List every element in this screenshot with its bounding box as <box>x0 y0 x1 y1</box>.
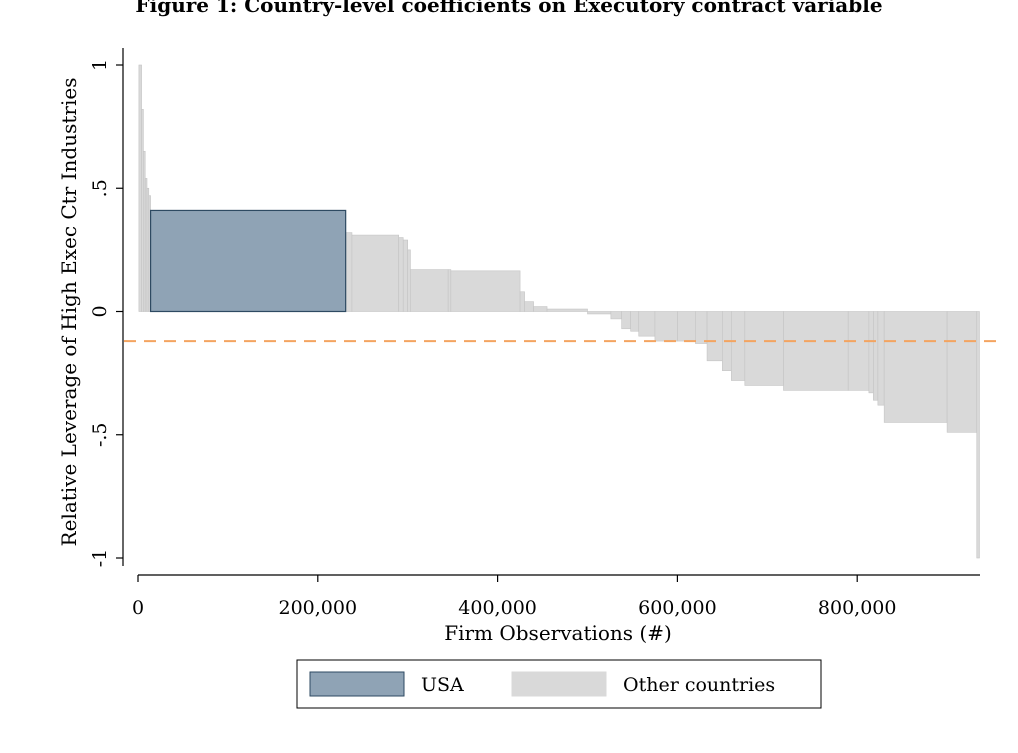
y-tick-label: 0 <box>89 305 111 317</box>
x-tick-label: 600,000 <box>638 597 717 619</box>
other-country-bar-6 <box>345 232 353 312</box>
other-country-bar-37 <box>976 311 980 559</box>
legend-other-label: Other countries <box>623 674 775 696</box>
legend-usa-swatch <box>309 671 405 697</box>
other-country-bar-11 <box>410 269 449 312</box>
y-tick-label: .5 <box>89 179 111 197</box>
other-country-bar-15 <box>524 301 534 312</box>
other-country-bar-34 <box>877 311 885 406</box>
y-tick-label: 1 <box>89 59 111 71</box>
other-country-bar-14 <box>519 291 525 312</box>
other-country-bar-30 <box>783 311 849 391</box>
other-country-bar-9 <box>402 239 408 312</box>
other-country-bar-33 <box>873 311 879 401</box>
other-country-bar-16 <box>533 306 548 312</box>
other-country-bar-13 <box>450 270 521 312</box>
legend-usa-label: USA <box>421 674 464 696</box>
other-country-bar-12 <box>447 269 452 312</box>
other-country-bar-25 <box>695 311 708 344</box>
other-country-bar-29 <box>744 311 784 386</box>
other-country-bar-23 <box>654 311 678 342</box>
other-country-bar-31 <box>847 311 870 391</box>
other-country-bar-36 <box>946 311 978 433</box>
y-ticks: 1 .5 0 -.5 -1 <box>89 59 123 567</box>
legend: USA Other countries <box>296 659 822 709</box>
other-countries-bars <box>138 64 980 559</box>
axes <box>122 48 980 576</box>
other-country-bar-28 <box>731 311 746 381</box>
y-tick-label: -.5 <box>89 422 111 447</box>
x-tick-label: 800,000 <box>818 597 897 619</box>
other-country-bar-18 <box>587 311 612 315</box>
y-axis-label: Relative Leverage of High Exec Ctr Indus… <box>57 78 81 547</box>
other-country-bar-19 <box>610 311 622 320</box>
other-country-bar-7 <box>351 234 400 312</box>
other-country-bar-32 <box>868 311 874 394</box>
other-country-bar-20 <box>621 311 631 330</box>
chart-title: Figure 1: Country-level coefficients on … <box>135 0 882 17</box>
usa-bar-0 <box>149 209 347 313</box>
other-country-bar-17 <box>546 308 588 312</box>
usa-bars <box>149 209 347 313</box>
other-country-bar-8 <box>398 237 404 312</box>
y-tick-label: -1 <box>89 549 111 568</box>
other-country-bar-26 <box>706 311 723 362</box>
x-tick-label: 0 <box>132 597 144 619</box>
x-ticks: 0 200,000 400,000 600,000 800,000 <box>132 575 897 619</box>
other-country-bar-22 <box>638 311 656 337</box>
x-tick-label: 400,000 <box>458 597 537 619</box>
other-country-bar-10 <box>407 249 411 312</box>
x-axis-label: Firm Observations (#) <box>444 621 672 645</box>
x-tick-label: 200,000 <box>279 597 358 619</box>
other-country-bar-35 <box>883 311 948 423</box>
other-country-bar-0 <box>138 64 142 312</box>
legend-other-swatch <box>511 671 607 697</box>
other-country-bar-24 <box>677 311 696 342</box>
other-country-bar-21 <box>630 311 640 332</box>
